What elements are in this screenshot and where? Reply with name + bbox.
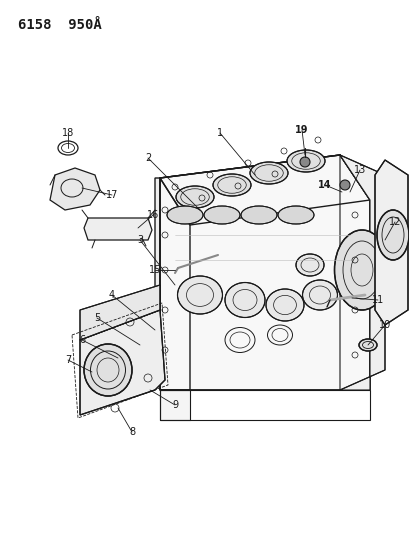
Text: 7: 7 xyxy=(65,355,71,365)
Polygon shape xyxy=(80,310,164,415)
Text: 16: 16 xyxy=(146,210,159,220)
Polygon shape xyxy=(50,168,100,210)
Polygon shape xyxy=(374,160,407,325)
Ellipse shape xyxy=(334,230,389,310)
Polygon shape xyxy=(80,285,160,340)
Polygon shape xyxy=(160,155,369,390)
Ellipse shape xyxy=(204,206,239,224)
Text: 15: 15 xyxy=(148,265,161,275)
Text: 10: 10 xyxy=(378,320,390,330)
Text: 19: 19 xyxy=(294,125,308,135)
Polygon shape xyxy=(155,178,189,380)
Text: 18: 18 xyxy=(62,128,74,138)
Text: 6158  950Å: 6158 950Å xyxy=(18,18,101,32)
Ellipse shape xyxy=(175,186,213,208)
Text: 4: 4 xyxy=(109,290,115,300)
Circle shape xyxy=(299,157,309,167)
Text: 17: 17 xyxy=(106,190,118,200)
Polygon shape xyxy=(84,218,152,240)
Text: 5: 5 xyxy=(94,313,100,323)
Text: 1: 1 xyxy=(216,128,222,138)
Text: 9: 9 xyxy=(171,400,178,410)
Ellipse shape xyxy=(295,254,323,276)
Ellipse shape xyxy=(277,206,313,224)
Ellipse shape xyxy=(302,280,337,310)
Ellipse shape xyxy=(225,282,264,318)
Polygon shape xyxy=(339,155,384,390)
Text: 14: 14 xyxy=(317,180,331,190)
Polygon shape xyxy=(160,390,189,420)
Text: 13: 13 xyxy=(353,165,365,175)
Ellipse shape xyxy=(240,206,276,224)
Ellipse shape xyxy=(177,276,222,314)
Circle shape xyxy=(339,180,349,190)
Ellipse shape xyxy=(376,210,408,260)
Text: 3: 3 xyxy=(137,235,143,245)
Text: 12: 12 xyxy=(388,217,400,227)
Text: 2: 2 xyxy=(144,153,151,163)
Text: 8: 8 xyxy=(128,427,135,437)
Ellipse shape xyxy=(358,339,376,351)
Text: 6: 6 xyxy=(79,335,85,345)
Ellipse shape xyxy=(213,174,250,196)
Ellipse shape xyxy=(265,289,303,321)
Ellipse shape xyxy=(286,150,324,172)
Polygon shape xyxy=(160,155,369,225)
Text: 11: 11 xyxy=(371,295,383,305)
Ellipse shape xyxy=(249,162,287,184)
Ellipse shape xyxy=(166,206,202,224)
Ellipse shape xyxy=(84,344,132,396)
